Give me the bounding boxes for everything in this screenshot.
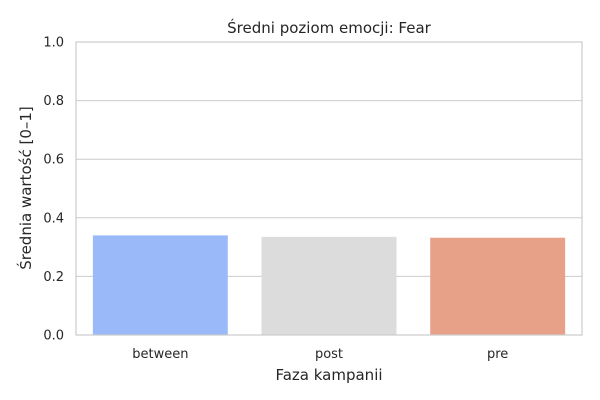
y-tick-label: 0.2 <box>43 270 64 285</box>
bars <box>92 235 566 335</box>
y-tick-label: 0.4 <box>43 211 64 226</box>
bar-between <box>92 235 228 335</box>
x-axis-label: Faza kampanii <box>275 366 382 384</box>
y-axis-label: Średnia wartość [0–1] <box>16 106 35 270</box>
x-tick-label-pre: pre <box>487 347 508 362</box>
bar-pre <box>430 237 566 335</box>
x-tick-label-between: between <box>132 347 188 362</box>
bar-post <box>261 236 397 335</box>
chart-title: Średni poziom emocji: Fear <box>227 18 431 37</box>
y-tick-label: 0.8 <box>43 94 64 109</box>
plot-frame <box>75 41 583 336</box>
y-tick-label: 0.0 <box>43 329 64 344</box>
y-tick-label: 0.6 <box>43 153 64 168</box>
y-axis-ticks: 0.0 0.2 0.4 0.6 0.8 1.0 <box>43 36 64 344</box>
y-tick-label: 1.0 <box>43 36 64 51</box>
x-tick-label-post: post <box>315 347 343 362</box>
x-axis-ticks: between post pre <box>132 347 508 362</box>
